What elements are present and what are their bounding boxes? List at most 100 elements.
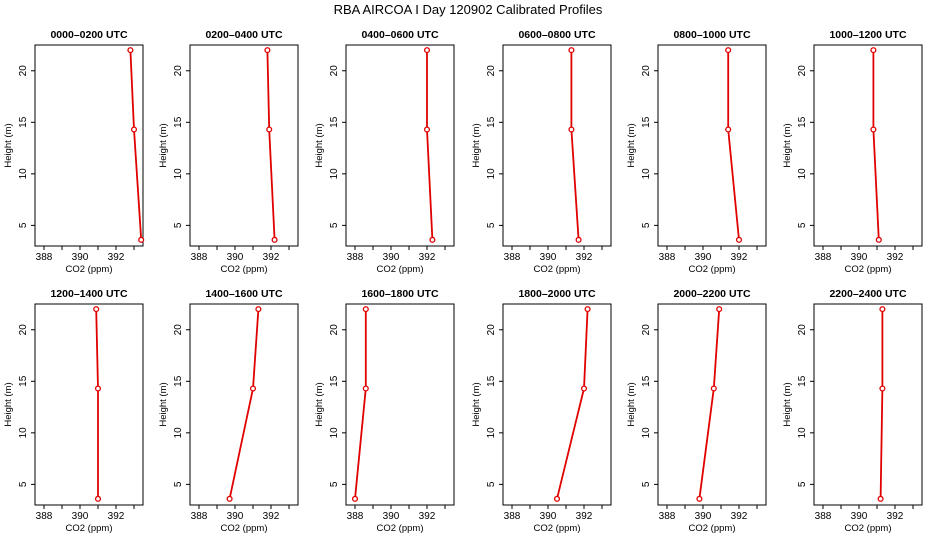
x-axis-label: CO2 (ppm): [845, 264, 892, 275]
x-tick-label: 388: [659, 252, 676, 263]
x-tick-label: 392: [263, 511, 280, 522]
x-tick-label: 388: [815, 511, 832, 522]
y-axis-label: Height (m): [471, 382, 482, 426]
profile-line: [228, 309, 260, 499]
data-point: [879, 306, 886, 313]
y-tick-label: 10: [797, 427, 808, 439]
plot-frame: [189, 44, 299, 247]
x-tick-label: 390: [540, 252, 557, 263]
panel-title: 0400–0600 UTC: [361, 29, 438, 41]
y-tick-label: 10: [329, 427, 340, 439]
x-tick-label: 388: [36, 511, 53, 522]
panel-title: 1200–1400 UTC: [50, 288, 127, 300]
data-point: [568, 126, 575, 133]
data-point: [351, 495, 359, 502]
panel-8: 1600–1800 UTC 388 390 392 5 10 15 20 CO2 (ppm) He…: [314, 288, 455, 534]
y-tick-label: 15: [173, 116, 184, 128]
x-tick-label: 388: [347, 511, 364, 522]
data-point: [264, 47, 271, 54]
y-axis-label: Height (m): [471, 123, 482, 167]
profile-line: [879, 309, 884, 499]
figure-title: RBA AIRCOA I Day 120902 Calibrated Profi…: [334, 2, 603, 17]
y-axis-label: Height (m): [158, 123, 169, 167]
plot-frame: [657, 44, 767, 247]
x-tick-label: 390: [227, 252, 244, 263]
y-tick-label: 10: [18, 427, 29, 439]
profile-line: [727, 50, 740, 240]
data-point: [875, 236, 882, 243]
data-point: [362, 306, 369, 313]
profile-line: [698, 309, 721, 499]
x-axis-label: CO2 (ppm): [534, 523, 581, 534]
data-point: [870, 47, 877, 54]
y-tick-label: 10: [641, 427, 652, 439]
y-tick-label: 20: [797, 65, 808, 77]
y-tick-label: 20: [641, 65, 652, 77]
x-axis-label: CO2 (ppm): [377, 264, 424, 275]
x-axis-label: CO2 (ppm): [221, 523, 268, 534]
panel-11: 2200–2400 UTC 388 390 392 5 10 15 20 CO2 (ppm) He…: [782, 288, 923, 534]
x-tick-label: 390: [695, 252, 712, 263]
data-point: [584, 306, 591, 313]
profile-line: [266, 50, 276, 240]
panel-title: 2200–2400 UTC: [829, 288, 906, 300]
panel-4: 0800–1000 UTC 388 390 392 5 10 15 20 CO2 (ppm) He…: [626, 29, 767, 275]
y-tick-label: 15: [18, 116, 29, 128]
x-tick-label: 388: [191, 252, 208, 263]
y-tick-label: 15: [18, 375, 29, 387]
data-point: [710, 385, 717, 392]
y-tick-label: 20: [641, 324, 652, 336]
data-point: [127, 47, 134, 54]
panel-title: 1000–1200 UTC: [829, 29, 906, 41]
x-axis-label: CO2 (ppm): [377, 523, 424, 534]
plot-frame: [34, 303, 144, 506]
plot-frame: [813, 44, 923, 247]
plot-frame: [345, 303, 455, 506]
y-tick-label: 5: [797, 222, 808, 228]
x-tick-label: 392: [263, 252, 280, 263]
data-point: [271, 236, 278, 243]
plot-frame: [502, 44, 612, 247]
panel-5: 1000–1200 UTC 388 390 392 5 10 15 20 CO2 (ppm) He…: [782, 29, 923, 275]
x-axis-label: CO2 (ppm): [66, 264, 113, 275]
panel-3: 0600–0800 UTC 388 390 392 5 10 15 20 CO2 (ppm) He…: [471, 29, 612, 275]
x-tick-label: 390: [540, 511, 557, 522]
profile-line: [426, 50, 434, 240]
data-point: [226, 495, 233, 502]
y-axis-label: Height (m): [782, 382, 793, 426]
profile-line: [354, 309, 367, 499]
y-tick-label: 15: [641, 116, 652, 128]
plot-frame: [813, 303, 923, 506]
x-tick-label: 390: [72, 511, 89, 522]
plot-frame: [34, 44, 144, 247]
panel-title: 0000–0200 UTC: [50, 29, 127, 41]
x-tick-label: 390: [851, 511, 868, 522]
y-tick-label: 10: [641, 168, 652, 180]
y-tick-label: 5: [173, 222, 184, 228]
y-axis-label: Height (m): [3, 123, 14, 167]
data-point: [580, 385, 588, 392]
data-point: [266, 126, 273, 133]
x-tick-label: 388: [347, 252, 364, 263]
x-tick-label: 392: [887, 511, 904, 522]
x-tick-label: 392: [887, 252, 904, 263]
data-point: [877, 495, 884, 502]
y-tick-label: 5: [173, 481, 184, 487]
x-tick-label: 392: [731, 252, 748, 263]
panel-title: 1600–1800 UTC: [361, 288, 438, 300]
y-tick-label: 5: [18, 481, 29, 487]
y-tick-label: 20: [173, 65, 184, 77]
x-tick-label: 390: [383, 252, 400, 263]
data-point: [94, 495, 102, 502]
data-point: [568, 47, 575, 54]
data-point: [249, 385, 257, 392]
panel-1: 0200–0400 UTC 388 390 392 5 10 15 20 CO2 (ppm) He…: [158, 29, 299, 275]
y-axis-label: Height (m): [626, 123, 637, 167]
profile-line: [129, 50, 143, 240]
plot-frame: [189, 303, 299, 506]
y-tick-label: 20: [18, 65, 29, 77]
y-tick-label: 5: [329, 222, 340, 228]
x-tick-label: 392: [419, 511, 436, 522]
y-tick-label: 10: [173, 427, 184, 439]
panel-6: 1200–1400 UTC 388 390 392 5 10 15 20 CO2 (ppm) He…: [3, 288, 144, 534]
